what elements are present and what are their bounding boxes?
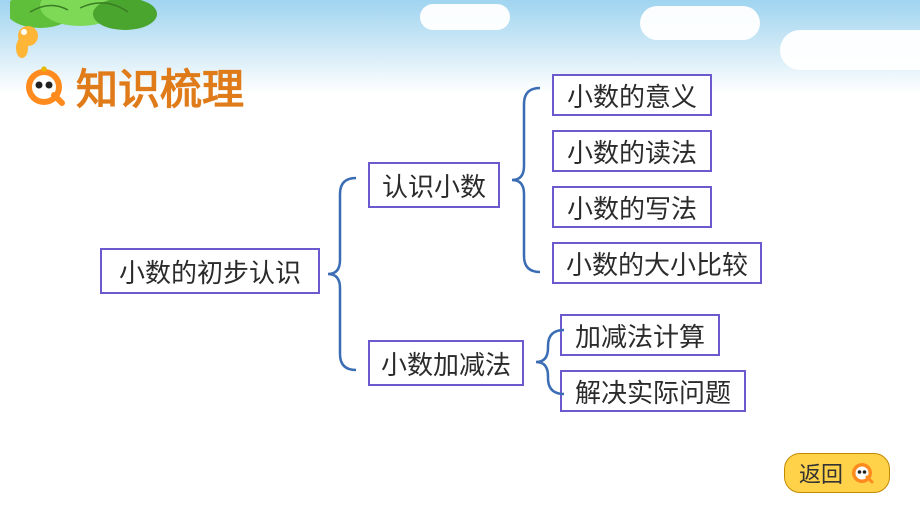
bracket-2 xyxy=(530,326,570,398)
concept-map: 小数的初步认识 认识小数小数加减法 小数的意义小数的读法小数的写法小数的大小比较加减… xyxy=(100,62,880,442)
mid-node-0: 认识小数 xyxy=(368,162,500,208)
return-button[interactable]: 返回 xyxy=(784,453,890,493)
leaf-top-2: 小数的写法 xyxy=(552,186,712,228)
cloud-shape xyxy=(640,6,760,40)
leaf-decoration xyxy=(10,0,170,60)
leaf-top-1: 小数的读法 xyxy=(552,130,712,172)
q-logo-icon xyxy=(20,63,68,111)
leaf-top-3: 小数的大小比较 xyxy=(552,242,762,284)
bracket-0 xyxy=(322,174,362,374)
bracket-1 xyxy=(506,84,546,276)
return-q-icon xyxy=(849,460,875,486)
slide-root: 知识梳理 小数的初步认识认识小数小数加减法小数的意义小数的读法小数的写法小数的大… xyxy=(0,0,920,517)
root-node: 小数的初步认识 xyxy=(100,248,320,294)
return-button-label: 返回 xyxy=(799,457,843,489)
cloud-shape xyxy=(420,4,510,30)
leaf-top-0: 小数的意义 xyxy=(552,74,712,116)
mid-node-1: 小数加减法 xyxy=(368,340,524,386)
leaf-bottom-0: 加减法计算 xyxy=(560,314,720,356)
leaf-bottom-1: 解决实际问题 xyxy=(560,370,746,412)
